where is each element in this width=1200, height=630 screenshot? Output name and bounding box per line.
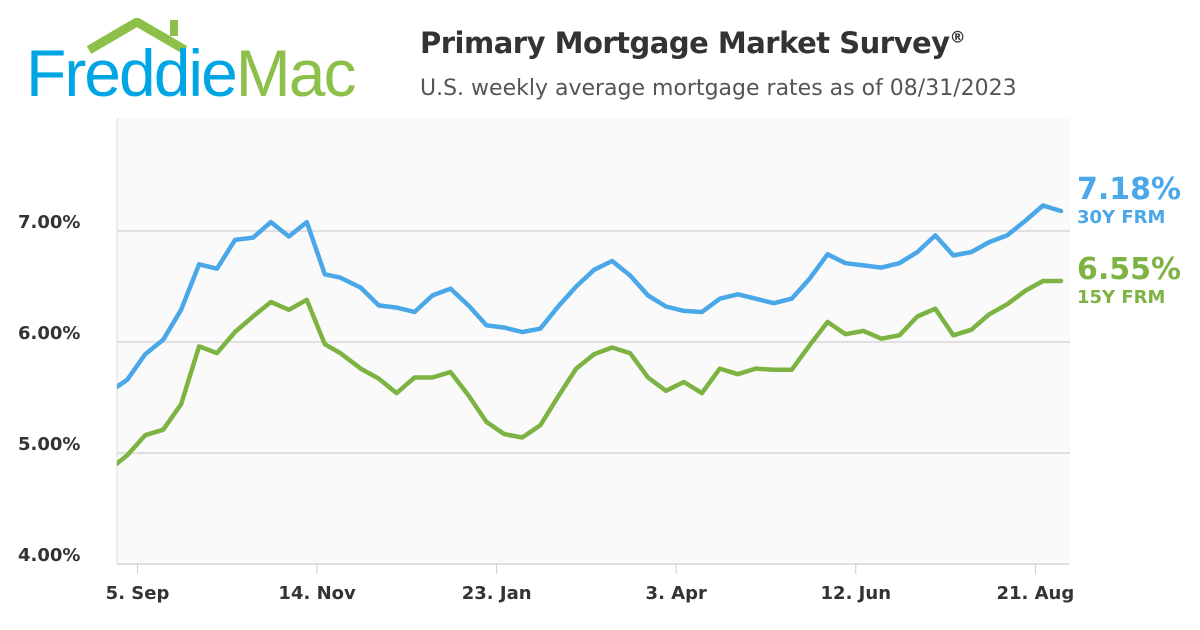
series-name-30y: 30Y FRM	[1077, 207, 1166, 228]
legend-15y: 6.55% 15Y FRM	[1077, 255, 1181, 307]
x-tick-label: 21. Aug	[996, 583, 1074, 604]
chart-title: Primary Mortgage Market Survey®	[420, 26, 966, 60]
registered-mark: ®	[949, 27, 966, 47]
logo-text-mac: Mac	[235, 36, 357, 110]
logo-text-freddie: Freddie	[26, 36, 238, 110]
house-roof-icon	[86, 18, 188, 54]
y-tick-label: 5.00%	[18, 434, 80, 455]
freddie-mac-logo: FreddieMac	[26, 18, 378, 106]
legend-30y: 7.18% 30Y FRM	[1077, 175, 1181, 227]
chart-subtitle: U.S. weekly average mortgage rates as of…	[420, 76, 1017, 101]
y-tick-label: 7.00%	[18, 212, 80, 233]
y-tick-label: 6.00%	[18, 323, 80, 344]
x-tick-label: 14. Nov	[278, 583, 356, 604]
series-line-15y	[117, 278, 1064, 467]
series-line-30y	[117, 203, 1064, 390]
last-value-30y: 7.18%	[1077, 172, 1182, 207]
x-tick-label: 5. Sep	[106, 583, 170, 604]
series-name-15y: 15Y FRM	[1077, 287, 1166, 308]
x-tick-label: 23. Jan	[462, 583, 532, 604]
x-tick-label: 12. Jun	[821, 583, 891, 604]
title-text: Primary Mortgage Market Survey	[420, 26, 950, 60]
y-tick-label: 4.00%	[18, 545, 80, 566]
last-value-15y: 6.55%	[1077, 252, 1182, 287]
x-tick-label: 3. Apr	[646, 583, 707, 604]
